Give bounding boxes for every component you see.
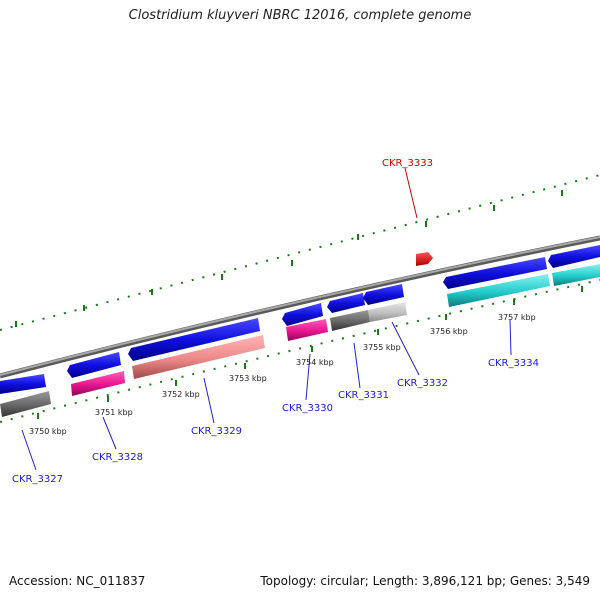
genome-backbone [0, 235, 600, 379]
feature-track [0, 264, 600, 417]
kbp-label: 3757 kbp [498, 313, 536, 322]
cds-arrow[interactable] [0, 374, 46, 394]
gene-ckr-3333[interactable]: CKR_3333 [382, 158, 433, 266]
gene-label-ckr-3329[interactable]: CKR_3329 [191, 426, 242, 437]
feature-bar[interactable] [71, 371, 125, 396]
kbp-label: 3754 kbp [296, 358, 334, 367]
cds-arrow[interactable] [363, 284, 404, 305]
cds-track [0, 245, 600, 394]
kbp-label: 3751 kbp [95, 408, 133, 417]
gene-label-ckr-3327[interactable]: CKR_3327 [12, 474, 63, 485]
feature-bar[interactable] [330, 310, 370, 331]
kbp-label: 3752 kbp [162, 390, 200, 399]
accession-text: Accession: NC_011837 [9, 574, 146, 588]
lower-tick-track [0, 279, 600, 423]
feature-bar[interactable] [286, 319, 328, 341]
kbp-label: 3753 kbp [229, 374, 267, 383]
cds-arrow[interactable] [548, 245, 600, 268]
cds-arrow[interactable] [282, 303, 323, 326]
feature-bar[interactable] [132, 335, 265, 379]
gene-label-ckr-3332[interactable]: CKR_3332 [397, 378, 448, 389]
kbp-scale-labels: 3750 kbp 3751 kbp 3752 kbp 3753 kbp 3754… [29, 313, 536, 436]
gene-leader-lines [21, 319, 512, 471]
feature-bar[interactable] [447, 274, 550, 307]
gene-label-ckr-3334[interactable]: CKR_3334 [488, 358, 539, 369]
feature-bar[interactable] [0, 391, 51, 417]
feature-bar[interactable] [368, 302, 407, 322]
gene-labels: CKR_3327 CKR_3328 CKR_3329 CKR_3330 CKR_… [12, 358, 539, 485]
page-title: Clostridium kluyveri NBRC 12016, complet… [128, 8, 472, 23]
cds-arrow[interactable] [443, 257, 547, 289]
upper-tick-track [0, 174, 600, 331]
kbp-label: 3756 kbp [430, 327, 468, 336]
gene-label-ckr-3333[interactable]: CKR_3333 [382, 158, 433, 169]
cds-arrow[interactable] [327, 293, 365, 313]
kbp-label: 3755 kbp [363, 343, 401, 352]
gene-label-ckr-3328[interactable]: CKR_3328 [92, 452, 143, 463]
cds-arrow[interactable] [67, 352, 121, 378]
cds-arrow[interactable] [128, 318, 260, 361]
gene-label-ckr-3331[interactable]: CKR_3331 [338, 390, 389, 401]
genome-summary-text: Topology: circular; Length: 3,896,121 bp… [260, 574, 590, 588]
gene-label-ckr-3330[interactable]: CKR_3330 [282, 403, 333, 414]
feature-bar[interactable] [552, 264, 600, 286]
kbp-label: 3750 kbp [29, 427, 67, 436]
